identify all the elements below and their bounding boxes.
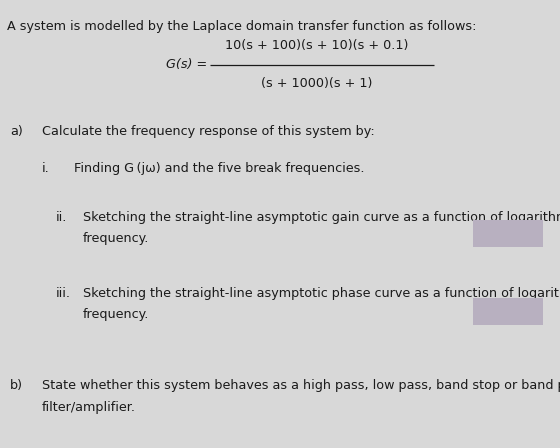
- Text: a): a): [10, 125, 23, 138]
- Text: State whether this system behaves as a high pass, low pass, band stop or band pa: State whether this system behaves as a h…: [42, 379, 560, 392]
- Text: frequency.: frequency.: [83, 232, 150, 245]
- Text: frequency.: frequency.: [83, 308, 150, 321]
- Text: 10(s + 100)(s + 10)(s + 0.1): 10(s + 100)(s + 10)(s + 0.1): [225, 39, 408, 52]
- Text: i.: i.: [42, 162, 50, 175]
- Text: filter/amplifier.: filter/amplifier.: [42, 401, 136, 414]
- Bar: [473, 220, 543, 247]
- Text: b): b): [10, 379, 23, 392]
- Text: G(s) =: G(s) =: [166, 58, 207, 72]
- Bar: [473, 298, 543, 325]
- Text: Sketching the straight-line asymptotic gain curve as a function of logarithmic: Sketching the straight-line asymptotic g…: [83, 211, 560, 224]
- Text: iii.: iii.: [56, 287, 71, 300]
- Text: Calculate the frequency response of this system by:: Calculate the frequency response of this…: [42, 125, 375, 138]
- Text: Sketching the straight-line asymptotic phase curve as a function of logarithmic: Sketching the straight-line asymptotic p…: [83, 287, 560, 300]
- Text: A system is modelled by the Laplace domain transfer function as follows:: A system is modelled by the Laplace doma…: [7, 20, 476, 33]
- Text: ii.: ii.: [56, 211, 67, 224]
- Text: Finding G (jω) and the five break frequencies.: Finding G (jω) and the five break freque…: [74, 162, 365, 175]
- Text: (s + 1000)(s + 1): (s + 1000)(s + 1): [261, 77, 372, 90]
